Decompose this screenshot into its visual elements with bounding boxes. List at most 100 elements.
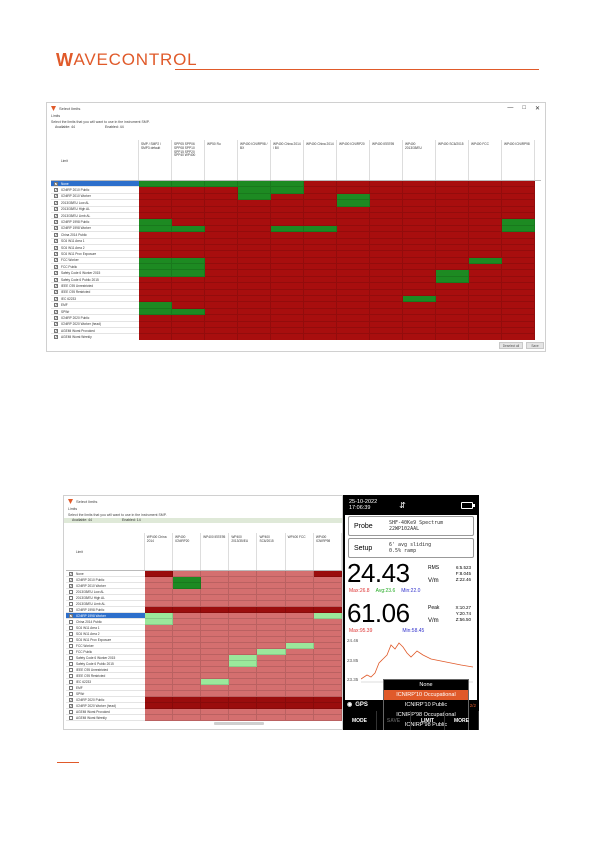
row-label[interactable]: AGEMI Worst Weekly [66,715,145,721]
row-checkbox[interactable]: ✓ [54,194,58,199]
row-label[interactable]: ✓ None [66,571,145,577]
row-checkbox[interactable]: ✓ [54,181,58,186]
row-label[interactable]: ✓ ICNIRP 1998 Worker [66,613,145,619]
table-row[interactable]: ✓ ICNIRP 2010 Worker [66,583,342,589]
table-row[interactable]: ✓ Safety Code 6 Public 2015 [51,276,541,284]
limit-option-icnirp98-occupational[interactable]: ICNIRP'98 Occupational [396,712,456,718]
row-checkbox[interactable] [69,673,73,678]
row-checkbox[interactable]: ✓ [54,335,58,340]
column-header[interactable]: WP400 China 2014 [145,533,173,570]
column-header[interactable]: WP400 SC6/2015 [257,533,286,570]
softkey-save[interactable]: SAVE [377,711,411,730]
column-header[interactable]: WP400 IEEE95 [370,140,403,180]
table-row[interactable]: ✓ ICNIRP 2010 Public [66,577,342,583]
softkey-limit[interactable]: LIMIT [411,711,445,730]
table-row[interactable]: ✓ IEEE C95 Restricted [51,289,541,297]
table-row[interactable]: IEEE C95 Unrestricted [66,667,342,673]
softkey-mode[interactable]: MODE [343,711,377,730]
row-label[interactable]: ✓ Safety Code 6 Public 2015 [51,277,139,284]
menu-limits[interactable]: Limits [68,507,78,511]
row-checkbox[interactable]: ✓ [69,703,73,708]
row-checkbox[interactable] [69,625,73,630]
row-checkbox[interactable] [69,691,73,696]
row-checkbox[interactable]: ✓ [54,207,58,212]
table-row[interactable]: ✓ 2013/35/EU High AL [51,206,541,213]
setup-row[interactable]: Setup 6' avg sliding 0.5% ramp [348,538,474,558]
row-checkbox[interactable]: ✓ [69,577,73,582]
row-label[interactable]: ✓ 2013/35/EU High AL [51,207,139,213]
close-button[interactable]: ✕ [534,106,540,112]
table-row[interactable]: ✓ IEC 62233 [51,296,541,303]
menu-limits[interactable]: Limits [51,114,61,118]
row-label[interactable]: ✓ SC6 W11 Area 1 [51,239,139,245]
column-header[interactable]: WP400 SC6/2015 [436,140,469,180]
row-label[interactable]: ✓ EMF [51,302,139,309]
row-checkbox[interactable] [69,643,73,648]
row-label[interactable]: 2013/35/EU High AL [66,595,145,601]
row-checkbox[interactable]: ✓ [54,264,58,269]
row-checkbox[interactable]: ✓ [69,613,73,618]
minimize-button[interactable]: — [507,105,514,111]
table-row[interactable]: ✓ ICNIRP 1998 Worker [51,225,541,233]
row-checkbox[interactable]: ✓ [69,607,73,612]
row-checkbox[interactable]: ✓ [54,213,58,218]
column-header[interactable]: WP400 ICNIRP20 [337,140,370,180]
limit-option-icnirp10-public[interactable]: ICNIRP'10 Public [404,702,448,708]
row-checkbox[interactable]: ✓ [54,188,58,193]
limit-selection-menu[interactable]: None ICNIRP'10 Occupational ICNIRP'10 Pu… [383,679,469,730]
table-row[interactable]: ✓ ICNIRP 1998 Public [66,607,342,613]
row-label[interactable]: ✓ IEEE C95 Restricted [51,290,139,297]
table-row[interactable]: ✓ SC6 W11 Area 2 [51,244,541,252]
column-header[interactable]: WP400 ICNIRP20 [173,533,202,570]
row-checkbox[interactable]: ✓ [54,283,58,288]
probe-row[interactable]: Probe SHF-40Ke9 Spectrum 22WP102AAL [348,516,474,536]
row-label[interactable]: IEEE C95 Unrestricted [66,667,145,673]
row-checkbox[interactable]: ✓ [54,309,58,314]
column-header[interactable]: SMP / SMP2 / SMP3 default [139,140,172,180]
table-row[interactable]: 2013/35/EU Limb AL [66,601,342,607]
row-checkbox[interactable]: ✓ [69,583,73,588]
row-checkbox[interactable]: ✓ [54,271,58,276]
table-row[interactable]: SPWr [66,691,342,697]
row-checkbox[interactable]: ✓ [54,251,58,256]
limit-option-none[interactable]: None [419,682,433,688]
row-label[interactable]: ✓ SC6 W11 Prov Exposure [51,251,139,258]
row-checkbox[interactable] [69,667,73,672]
row-label[interactable]: FCC Worker [66,643,145,649]
column-header[interactable]: WP400 2013/35/EU [403,140,436,180]
table-row[interactable]: SC6 W11 Area 2 [66,631,342,637]
column-header[interactable]: WP400 2013/35/EU [229,533,258,570]
row-checkbox[interactable]: ✓ [69,697,73,702]
table-row[interactable]: ✓ ICNIRP 2020 Worker (head) [51,321,541,328]
row-label[interactable]: ✓ ICNIRP 2010 Public [51,187,139,194]
table-row[interactable]: ✓ 2013/35/EU Limb AL [51,212,541,220]
row-checkbox[interactable] [69,661,73,666]
row-checkbox[interactable]: ✓ [54,296,58,301]
row-checkbox[interactable] [69,655,73,660]
row-label[interactable]: FCC Public [66,649,145,655]
row-label[interactable]: SC6 W11 Area 2 [66,631,145,637]
row-label[interactable]: ✓ ICNIRP 2020 Worker (head) [51,322,139,328]
row-checkbox[interactable] [69,649,73,654]
table-row[interactable]: ✓ 2013/35/EU Low AL [51,200,541,207]
row-label[interactable]: ✓ SC6 W11 Area 2 [51,245,139,252]
table-row[interactable]: ✓ EMF [51,302,541,309]
save-button[interactable]: Save [526,342,544,349]
table-row[interactable]: Safety Code 6 Public 2015 [66,661,342,667]
row-label[interactable]: ✓ SPWr [51,309,139,316]
table-row[interactable]: ✓ ICNIRP 2010 Public [51,187,541,194]
limit-option-icnirp98-public[interactable]: ICNIRP'98 Public [404,722,448,728]
table-row[interactable]: ✓ ICNIRP 2020 Public [66,697,342,703]
table-row[interactable]: IEC 62233 [66,679,342,685]
row-label[interactable]: IEC 62233 [66,679,145,685]
row-checkbox[interactable]: ✓ [54,303,58,308]
row-label[interactable]: SC6 W11 Prov Exposure [66,637,145,643]
table-row[interactable]: SC6 W11 Prov Exposure [66,637,342,643]
row-checkbox[interactable] [69,679,73,684]
column-header[interactable]: WP50 Ru [205,140,238,180]
row-label[interactable]: ✓ None [51,181,139,188]
row-label[interactable]: ✓ ICNIRP 1998 Public [51,219,139,226]
column-header[interactable]: WP400 ICNIRP98 / BX [238,140,271,180]
table-row[interactable]: ✓ FCC Worker [51,257,541,265]
table-row[interactable]: ✓ ICNIRP 2020 Public [51,315,541,322]
